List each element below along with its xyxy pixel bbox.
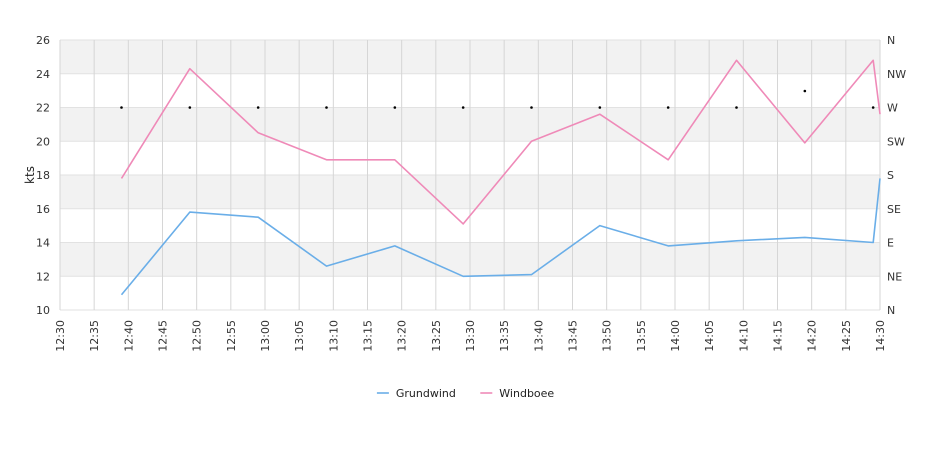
- y-axis-title: kts: [23, 166, 37, 184]
- y-tick-label: 26: [36, 34, 50, 47]
- series-line-windboee: [120, 59, 881, 225]
- x-tick-label: 13:15: [362, 320, 375, 352]
- direction-point: [120, 106, 123, 109]
- y-tick-label: 16: [36, 203, 50, 216]
- direction-point: [256, 106, 260, 109]
- direction-tick-label: SW: [887, 135, 905, 148]
- x-tick-label: 14:20: [806, 320, 819, 352]
- direction-tick-label: N: [887, 34, 895, 47]
- direction-tick-label: N: [887, 304, 895, 317]
- direction-point: [666, 106, 670, 109]
- direction-tick-label: W: [887, 102, 898, 115]
- series-line-grundwind: [120, 178, 881, 296]
- x-tick-label: 14:10: [737, 320, 750, 352]
- x-tick-label: 13:35: [498, 320, 511, 352]
- x-tick-label: 13:20: [396, 320, 409, 352]
- x-tick-label: 14:30: [874, 320, 887, 352]
- x-tick-label: 14:00: [669, 320, 682, 352]
- y-tick-label: 14: [36, 237, 50, 250]
- x-tick-label: 12:50: [191, 320, 204, 352]
- x-tick-label: 12:35: [88, 320, 101, 352]
- y-tick-label: 22: [36, 102, 50, 115]
- y-tick-label: 10: [36, 304, 50, 317]
- direction-tick-label: S: [887, 169, 894, 182]
- x-tick-label: 12:45: [157, 320, 170, 352]
- direction-tick-label: NW: [887, 68, 906, 81]
- x-tick-label: 13:55: [635, 320, 648, 352]
- y-tick-label: 20: [36, 135, 50, 148]
- x-tick-label: 13:50: [601, 320, 614, 352]
- x-tick-label: 14:05: [703, 320, 716, 352]
- direction-point: [735, 106, 738, 109]
- x-tick-label: 14:25: [840, 320, 853, 352]
- x-tick-label: 12:30: [54, 320, 67, 352]
- x-tick-label: 13:40: [532, 320, 545, 352]
- direction-point: [803, 89, 807, 93]
- direction-point: [393, 106, 397, 109]
- x-tick-label: 13:45: [567, 320, 580, 352]
- y-tick-label: 18: [36, 169, 50, 182]
- direction-point: [530, 106, 533, 109]
- x-tick-label: 13:30: [464, 320, 477, 352]
- x-tick-label: 13:00: [259, 320, 272, 352]
- x-tick-label: 13:10: [327, 320, 340, 352]
- x-tick-label: 14:15: [772, 320, 785, 352]
- x-tick-label: 12:40: [122, 320, 135, 352]
- x-tick-label: 13:05: [293, 320, 306, 352]
- direction-point: [461, 106, 465, 109]
- direction-point: [871, 106, 875, 109]
- x-tick-label: 12:55: [225, 320, 238, 352]
- legend-label: Grundwind: [396, 387, 456, 400]
- direction-tick-label: SE: [887, 203, 901, 216]
- y-tick-label: 24: [36, 68, 50, 81]
- direction-tick-label: NE: [887, 270, 902, 283]
- direction-point: [598, 106, 602, 109]
- legend-label: Windboee: [499, 387, 554, 400]
- direction-point: [325, 106, 328, 109]
- direction-point: [188, 106, 192, 109]
- x-tick-label: 13:25: [430, 320, 443, 352]
- y-tick-label: 12: [36, 270, 50, 283]
- direction-tick-label: E: [887, 237, 894, 250]
